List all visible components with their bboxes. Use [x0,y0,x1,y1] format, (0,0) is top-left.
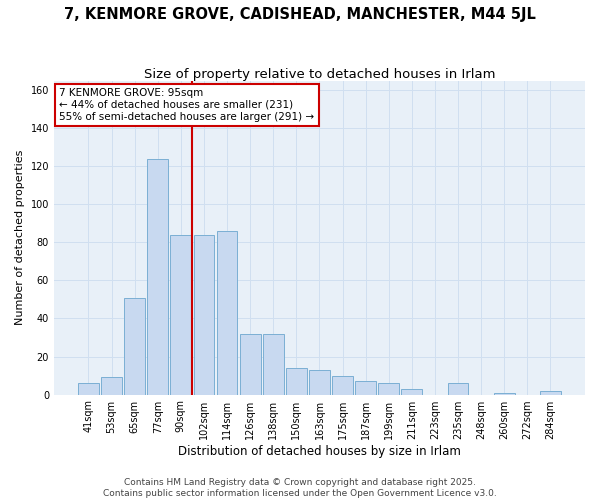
Bar [148,158,168,394]
Bar [194,234,214,394]
Bar [263,334,284,394]
Bar [101,378,122,394]
Bar [540,391,561,394]
Bar [355,382,376,394]
Bar [286,368,307,394]
Bar [240,334,260,394]
Text: Contains HM Land Registry data © Crown copyright and database right 2025.
Contai: Contains HM Land Registry data © Crown c… [103,478,497,498]
Bar [494,392,515,394]
Bar [217,231,238,394]
Y-axis label: Number of detached properties: Number of detached properties [15,150,25,325]
Text: 7 KENMORE GROVE: 95sqm
← 44% of detached houses are smaller (231)
55% of semi-de: 7 KENMORE GROVE: 95sqm ← 44% of detached… [59,88,314,122]
Text: 7, KENMORE GROVE, CADISHEAD, MANCHESTER, M44 5JL: 7, KENMORE GROVE, CADISHEAD, MANCHESTER,… [64,8,536,22]
Bar [78,383,99,394]
X-axis label: Distribution of detached houses by size in Irlam: Distribution of detached houses by size … [178,444,461,458]
Bar [309,370,330,394]
Title: Size of property relative to detached houses in Irlam: Size of property relative to detached ho… [144,68,495,80]
Bar [379,383,399,394]
Bar [170,234,191,394]
Bar [448,383,469,394]
Bar [124,298,145,394]
Bar [332,376,353,394]
Bar [401,389,422,394]
